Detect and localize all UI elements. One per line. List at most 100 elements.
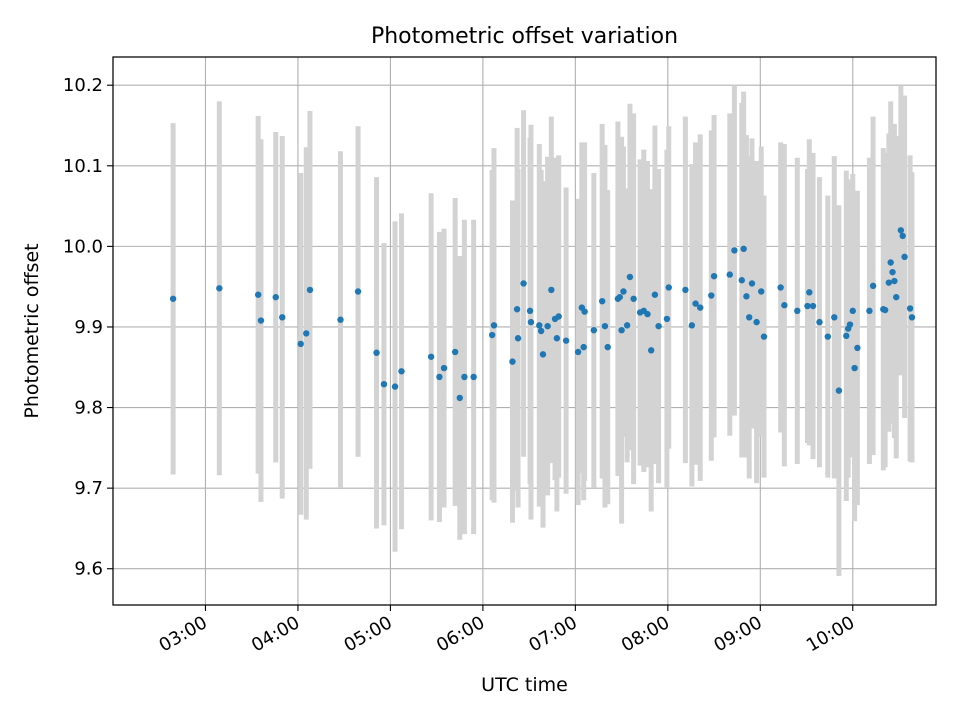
data-point bbox=[427, 353, 435, 360]
data-points bbox=[169, 227, 916, 402]
data-point bbox=[297, 340, 304, 348]
data-point bbox=[490, 322, 498, 329]
data-point bbox=[851, 364, 858, 372]
data-point bbox=[461, 373, 468, 381]
data-point bbox=[897, 227, 905, 234]
data-point bbox=[257, 317, 265, 324]
data-point bbox=[696, 304, 704, 311]
y-tick-label: 10.1 bbox=[63, 156, 103, 177]
data-point bbox=[626, 273, 634, 281]
data-point bbox=[644, 310, 651, 318]
chart-title: Photometric offset variation bbox=[371, 24, 678, 49]
data-point bbox=[574, 348, 582, 356]
data-point bbox=[216, 285, 223, 292]
data-point bbox=[539, 351, 547, 358]
data-point bbox=[849, 307, 856, 315]
data-point bbox=[901, 253, 908, 261]
data-point bbox=[623, 322, 631, 329]
data-point bbox=[440, 364, 448, 372]
data-point bbox=[544, 322, 551, 330]
data-point bbox=[488, 331, 496, 339]
data-point bbox=[887, 259, 894, 266]
data-point bbox=[738, 277, 746, 284]
data-point bbox=[536, 322, 543, 329]
data-point bbox=[306, 286, 314, 294]
data-point bbox=[688, 322, 696, 329]
data-point bbox=[555, 313, 562, 320]
data-point bbox=[436, 373, 443, 381]
data-point bbox=[889, 268, 896, 276]
y-tick-label: 9.8 bbox=[74, 398, 103, 419]
data-point bbox=[514, 335, 522, 342]
data-point bbox=[598, 297, 606, 305]
plot-frame bbox=[112, 56, 937, 606]
data-point bbox=[794, 307, 801, 315]
y-tick-label: 9.9 bbox=[74, 317, 103, 338]
data-point bbox=[881, 306, 889, 314]
data-point bbox=[743, 293, 750, 300]
data-point bbox=[809, 302, 817, 310]
data-point bbox=[663, 315, 671, 323]
data-point bbox=[520, 280, 527, 287]
y-tick-label: 9.6 bbox=[74, 559, 103, 580]
data-point bbox=[451, 348, 459, 356]
data-point bbox=[630, 295, 637, 302]
data-point bbox=[816, 318, 823, 326]
data-point bbox=[665, 284, 672, 291]
data-point bbox=[548, 286, 555, 294]
y-tick-label: 9.7 bbox=[74, 478, 103, 499]
data-point bbox=[526, 307, 534, 315]
data-point bbox=[337, 316, 344, 323]
data-point bbox=[254, 291, 262, 298]
data-point bbox=[590, 326, 598, 334]
data-point bbox=[618, 326, 625, 334]
data-point bbox=[470, 373, 477, 381]
data-point bbox=[527, 318, 535, 326]
data-point bbox=[891, 277, 898, 285]
data-point bbox=[580, 343, 587, 351]
data-point bbox=[456, 394, 463, 402]
data-point bbox=[866, 307, 873, 315]
data-point bbox=[513, 306, 521, 313]
data-point bbox=[748, 280, 756, 287]
data-point bbox=[616, 293, 623, 301]
data-point bbox=[906, 305, 914, 312]
data-point bbox=[604, 343, 611, 351]
data-point bbox=[272, 293, 279, 301]
data-point bbox=[806, 289, 813, 296]
data-point bbox=[373, 349, 380, 356]
data-point bbox=[509, 358, 516, 365]
data-point bbox=[708, 292, 715, 299]
data-point bbox=[885, 279, 893, 286]
y-tick-label: 10.0 bbox=[63, 236, 103, 257]
data-point bbox=[169, 295, 177, 302]
data-point bbox=[843, 332, 850, 340]
data-point bbox=[647, 347, 655, 354]
data-point bbox=[824, 333, 832, 340]
y-axis-ticks: 9.6 9.7 9.8 9.9 10.0 10.1 10.2 bbox=[63, 75, 113, 580]
data-point bbox=[908, 314, 916, 321]
data-point bbox=[804, 302, 811, 310]
data-point bbox=[758, 288, 765, 295]
x-axis-label: UTC time bbox=[481, 674, 568, 696]
data-point bbox=[537, 327, 545, 335]
data-point bbox=[710, 273, 718, 280]
data-point bbox=[692, 300, 699, 307]
data-point bbox=[869, 282, 877, 290]
data-point bbox=[620, 288, 627, 295]
data-point bbox=[760, 333, 768, 340]
data-point bbox=[753, 318, 760, 326]
data-point bbox=[835, 387, 843, 394]
data-point bbox=[682, 286, 689, 294]
data-point bbox=[303, 330, 310, 337]
data-point bbox=[740, 245, 747, 252]
data-point bbox=[354, 288, 362, 295]
data-point bbox=[391, 383, 399, 390]
data-point bbox=[746, 314, 753, 321]
data-point bbox=[731, 247, 738, 254]
data-point bbox=[380, 380, 388, 388]
data-point bbox=[854, 344, 861, 352]
data-point bbox=[899, 232, 906, 240]
